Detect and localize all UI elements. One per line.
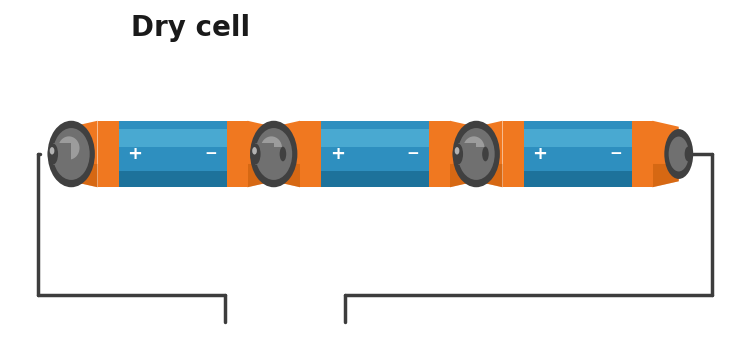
Ellipse shape — [252, 147, 257, 155]
Ellipse shape — [53, 128, 90, 180]
Ellipse shape — [458, 128, 495, 180]
Ellipse shape — [58, 136, 80, 160]
Polygon shape — [476, 147, 485, 161]
Polygon shape — [274, 147, 283, 161]
Polygon shape — [226, 121, 248, 187]
Polygon shape — [300, 121, 321, 187]
Polygon shape — [98, 129, 248, 147]
Polygon shape — [450, 164, 476, 187]
Polygon shape — [98, 170, 248, 187]
Polygon shape — [71, 121, 98, 187]
Text: +: + — [532, 145, 548, 163]
Polygon shape — [98, 121, 118, 187]
Ellipse shape — [251, 144, 260, 164]
Ellipse shape — [462, 129, 490, 179]
Polygon shape — [476, 121, 502, 187]
Polygon shape — [503, 170, 652, 187]
Ellipse shape — [464, 136, 484, 160]
Ellipse shape — [664, 129, 693, 179]
Polygon shape — [429, 121, 450, 187]
Ellipse shape — [255, 128, 292, 180]
Polygon shape — [679, 147, 688, 161]
Text: +: + — [330, 145, 345, 163]
Polygon shape — [503, 121, 524, 187]
Polygon shape — [98, 121, 248, 187]
Ellipse shape — [50, 147, 55, 155]
Ellipse shape — [261, 136, 282, 160]
Polygon shape — [71, 164, 98, 187]
Polygon shape — [632, 121, 652, 187]
Polygon shape — [450, 121, 476, 187]
Text: −: − — [406, 147, 419, 161]
Ellipse shape — [452, 121, 500, 187]
Polygon shape — [652, 164, 679, 187]
Ellipse shape — [250, 121, 297, 187]
Polygon shape — [652, 121, 679, 187]
Polygon shape — [300, 170, 450, 187]
Ellipse shape — [48, 121, 94, 187]
Polygon shape — [53, 144, 71, 164]
Polygon shape — [503, 129, 652, 147]
Ellipse shape — [454, 147, 460, 155]
Polygon shape — [458, 144, 476, 164]
Text: −: − — [609, 147, 622, 161]
Ellipse shape — [669, 136, 688, 172]
Polygon shape — [248, 164, 274, 187]
Ellipse shape — [280, 147, 286, 161]
Polygon shape — [255, 144, 274, 164]
Ellipse shape — [264, 136, 284, 172]
Ellipse shape — [482, 147, 489, 161]
Polygon shape — [300, 129, 450, 147]
Ellipse shape — [466, 136, 486, 172]
Text: −: − — [204, 147, 217, 161]
Polygon shape — [274, 164, 300, 187]
Ellipse shape — [48, 144, 58, 164]
Ellipse shape — [260, 129, 288, 179]
Polygon shape — [300, 121, 450, 187]
Polygon shape — [503, 121, 652, 187]
Ellipse shape — [453, 144, 463, 164]
Polygon shape — [274, 121, 300, 187]
Polygon shape — [476, 164, 502, 187]
Text: Dry cell: Dry cell — [131, 14, 251, 42]
Text: +: + — [128, 145, 142, 163]
Ellipse shape — [685, 147, 692, 161]
Polygon shape — [248, 121, 274, 187]
